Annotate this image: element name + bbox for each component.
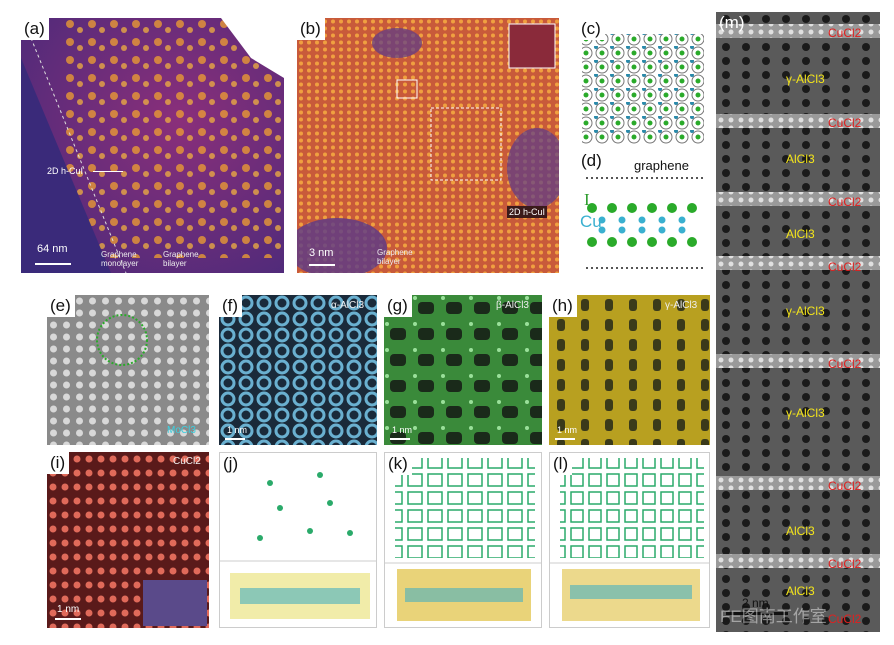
layer-label: CuCl2 xyxy=(828,260,862,274)
element-label: I xyxy=(584,190,590,209)
panel-m: (m) 2 nm FE图南工作室 CuCl2 γ-AlCl3 CuCl2 AlCl3 C… xyxy=(716,12,880,632)
layer-label: γ-AlCl3 xyxy=(786,72,825,86)
panel-e-image xyxy=(47,295,209,445)
panel-e: (e) MoCl3 xyxy=(47,295,209,445)
panel-g-image xyxy=(384,295,542,445)
panel-label: (i) xyxy=(47,452,70,474)
panel-label: (f) xyxy=(219,295,243,317)
layer-label: CuCl2 xyxy=(828,612,862,626)
scale-bar xyxy=(55,618,81,620)
layer-label: CuCl2 xyxy=(828,357,862,371)
layer-label: CuCl2 xyxy=(828,479,862,493)
scale-label: 2 nm xyxy=(742,596,769,610)
scale-bar xyxy=(390,438,410,440)
panel-d-structure xyxy=(586,177,706,269)
panel-f-image xyxy=(219,295,377,445)
scale-label: 1 nm xyxy=(557,425,578,435)
panel-label: (g) xyxy=(384,295,412,317)
region-label: Graphene bilayer xyxy=(163,250,199,268)
layer-label: γ-AlCl3 xyxy=(786,304,825,318)
graphene-label: graphene xyxy=(634,158,689,173)
layer-label: CuCl2 xyxy=(828,557,862,571)
scale-bar xyxy=(225,438,245,440)
panel-h-image xyxy=(549,295,710,445)
scale-bar xyxy=(35,263,71,265)
scale-bar xyxy=(309,264,335,266)
panel-d: (d) graphene I Cu xyxy=(578,150,710,275)
panel-m-image xyxy=(716,12,880,632)
panel-c: (c) xyxy=(578,18,710,146)
material-label: α-AlCl3 xyxy=(331,300,365,311)
panel-f: (f) α-AlCl3 1 nm xyxy=(219,295,377,445)
region-label: Graphene monolayer xyxy=(101,250,139,268)
scale-label: 64 nm xyxy=(37,243,68,255)
layer-label: AlCl3 xyxy=(786,584,815,598)
layer-label: CuCl2 xyxy=(828,195,862,209)
scale-bar xyxy=(555,438,575,440)
panel-label: (l) xyxy=(550,453,573,475)
panel-label: (e) xyxy=(47,295,75,317)
watermark: FE图南工作室 xyxy=(720,607,827,626)
panel-j-structure xyxy=(220,472,376,619)
panel-i: (i) CuCl2 1 nm xyxy=(47,452,209,628)
arrow-line xyxy=(93,171,123,172)
layer-label: CuCl2 xyxy=(828,116,862,130)
layer-label: AlCl3 xyxy=(786,152,815,166)
material-label: β-AlCl3 xyxy=(496,300,529,311)
layer-label: AlCl3 xyxy=(786,227,815,241)
panel-l: (l) xyxy=(549,452,710,628)
panel-b-image xyxy=(297,18,559,273)
region-label: Graphene bilayer xyxy=(377,248,413,266)
panel-label: (c) xyxy=(578,18,605,40)
panel-k-structure xyxy=(385,458,541,621)
panel-a: (a) 2D h-CuI 64 nm Graphene monolayer Gr… xyxy=(21,18,284,273)
panel-h: (h) γ-AlCl3 1 nm xyxy=(549,295,710,445)
panel-c-structure xyxy=(582,34,704,144)
scale-label: 1 nm xyxy=(57,604,80,615)
scale-label: 1 nm xyxy=(392,425,413,435)
layer-label: CuCl2 xyxy=(828,26,862,40)
panel-label: (d) xyxy=(578,150,606,172)
material-label: MoCl3 xyxy=(167,425,196,436)
material-label: γ-AlCl3 xyxy=(665,300,698,311)
panel-label: (b) xyxy=(297,18,325,40)
material-label: CuCl2 xyxy=(173,456,201,467)
scale-label: 1 nm xyxy=(227,425,248,435)
arrow-label: 2D h-CuI xyxy=(47,166,84,176)
panel-g: (g) β-AlCl3 1 nm xyxy=(384,295,542,445)
panel-l-structure xyxy=(550,458,709,621)
layer-label: γ-AlCl3 xyxy=(786,406,825,420)
scale-label: 3 nm xyxy=(309,247,334,259)
panel-label: (j) xyxy=(220,453,243,475)
panel-k: (k) xyxy=(384,452,542,628)
material-tag: 2D h-CuI xyxy=(507,206,548,218)
panel-b: (b) 2D h-CuI 3 nm Graphene bilayer xyxy=(297,18,559,273)
panel-label: (a) xyxy=(21,18,49,40)
panel-label: (h) xyxy=(549,295,577,317)
panel-label: (k) xyxy=(385,453,412,475)
element-label: Cu xyxy=(580,212,602,231)
panel-i-image xyxy=(47,452,209,628)
panel-a-image xyxy=(21,18,284,273)
layer-label: AlCl3 xyxy=(786,524,815,538)
panel-label: (m) xyxy=(719,13,745,32)
panel-j: (j) xyxy=(219,452,377,628)
